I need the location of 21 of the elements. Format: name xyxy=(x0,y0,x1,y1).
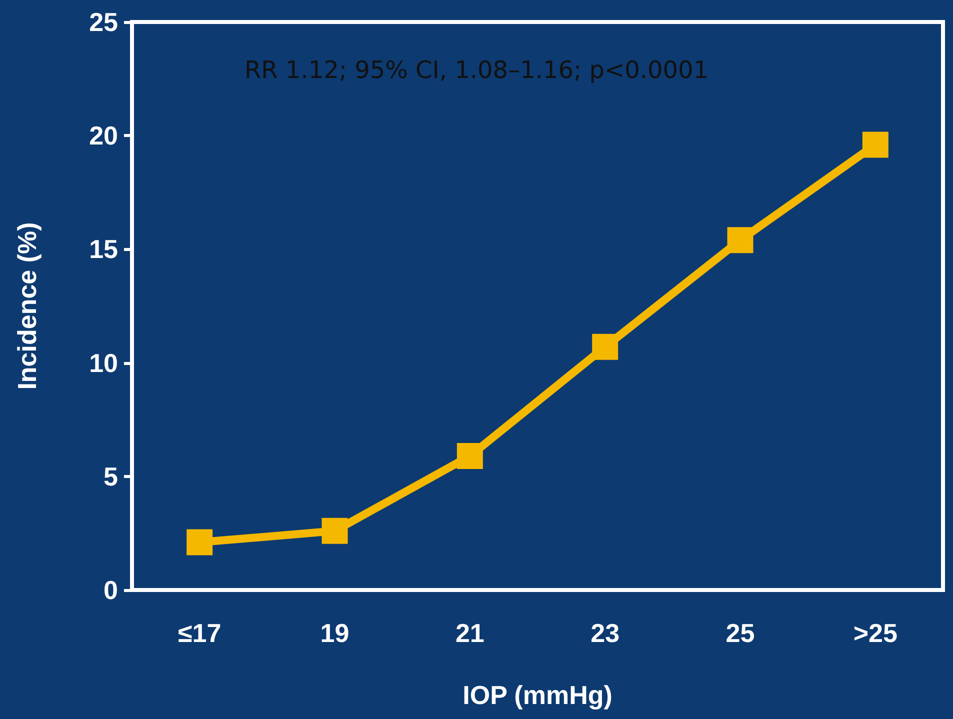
y-tick-label: 0 xyxy=(104,575,118,605)
x-axis-title: IOP (mmHg) xyxy=(462,680,612,710)
point xyxy=(322,518,348,544)
point xyxy=(456,442,483,469)
x-tick-label: ≤17 xyxy=(178,618,222,648)
point xyxy=(592,334,618,360)
x-tick-label: >25 xyxy=(853,618,898,648)
x-tick-label: 23 xyxy=(590,618,620,648)
x-tick-label: 19 xyxy=(320,618,350,648)
point xyxy=(862,132,888,158)
y-tick-label: 25 xyxy=(89,7,118,37)
y-tick-label: 20 xyxy=(89,120,118,151)
annotation: RR 1.12; 95% CI, 1.08–1.16; p<0.0001 xyxy=(244,56,709,84)
point xyxy=(727,227,754,254)
x-tick-label: 25 xyxy=(726,618,755,648)
x-tick-label: 21 xyxy=(455,618,484,648)
y-axis-title: Incidence (%) xyxy=(12,222,42,390)
y-tick-label: 10 xyxy=(89,348,118,378)
y-tick-label: 15 xyxy=(89,234,118,264)
point xyxy=(186,529,213,556)
y-tick-label: 5 xyxy=(104,461,118,492)
